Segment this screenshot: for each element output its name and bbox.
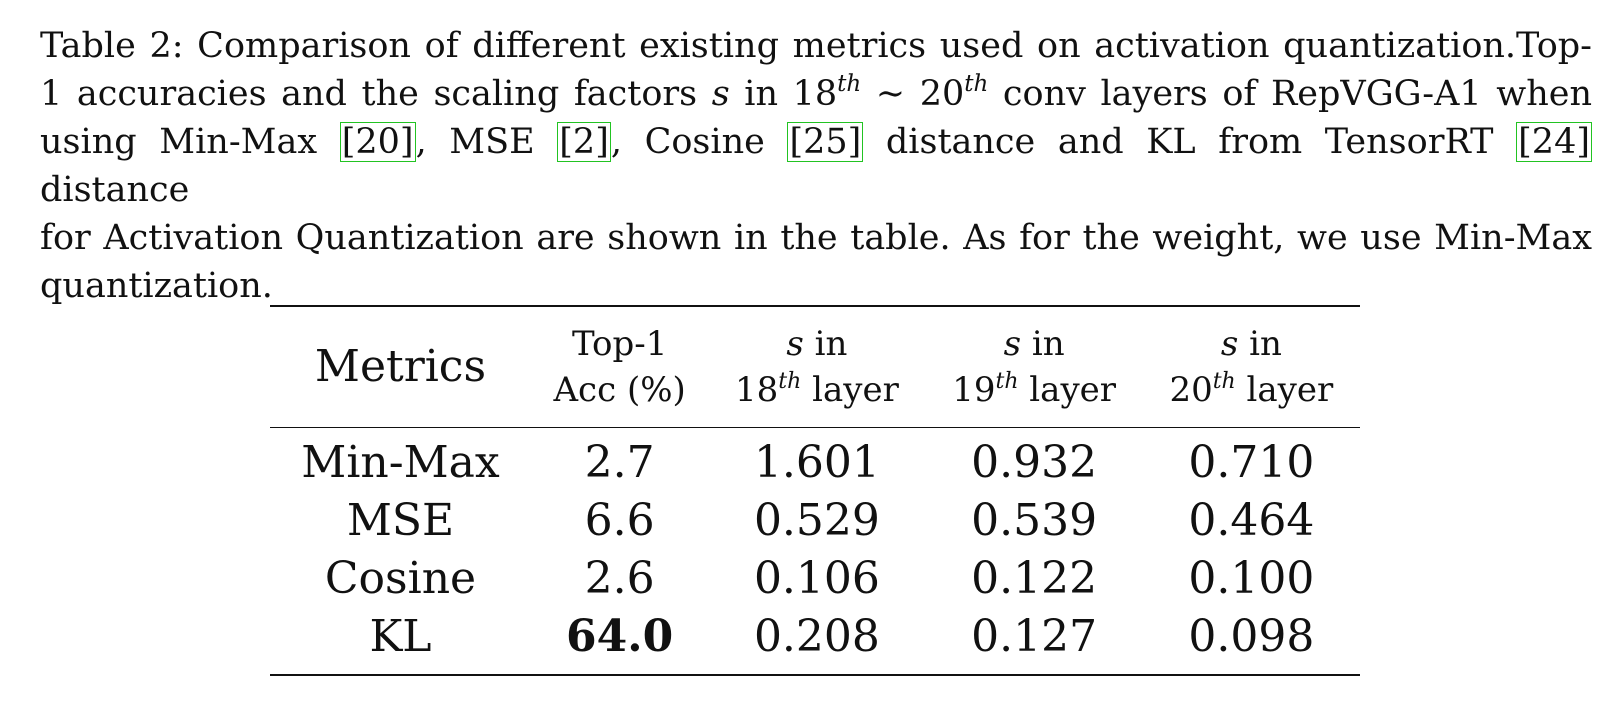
superscript-th: th bbox=[995, 369, 1019, 394]
caption-line-4: for Activation Quantization are shown in… bbox=[40, 218, 1592, 258]
caption-text: ∼ 20 bbox=[861, 74, 965, 114]
caption-text: using Min-Max bbox=[40, 122, 340, 162]
citation-link-mse[interactable]: [2] bbox=[557, 122, 611, 162]
cell-metric: Min-Max bbox=[301, 437, 500, 488]
table-caption: Table 2: Comparison of different existin… bbox=[40, 22, 1592, 310]
cell-metric: Cosine bbox=[324, 553, 477, 604]
header-s-19th-layer: s in 19th layer bbox=[926, 306, 1143, 428]
table-row: Min-Max 2.7 1.601 0.932 0.710 bbox=[270, 428, 1360, 493]
caption-line-2: 1 accuracies and the scaling factors s i… bbox=[40, 70, 1592, 118]
superscript-th: th bbox=[837, 71, 862, 97]
cell-s20: 0.710 bbox=[1188, 437, 1315, 488]
caption-text: distance bbox=[40, 170, 190, 210]
cell-s19: 0.122 bbox=[971, 553, 1098, 604]
caption-text: , MSE bbox=[415, 122, 558, 162]
cell-top1: 6.6 bbox=[584, 495, 655, 546]
math-s: s bbox=[786, 324, 804, 364]
caption-text: conv layers of RepVGG-A1 when bbox=[988, 74, 1592, 114]
cell-s18: 0.106 bbox=[753, 553, 880, 604]
header-metrics: Metrics bbox=[314, 341, 487, 392]
caption-text: 1 accuracies and the scaling factors bbox=[40, 74, 712, 114]
results-table: Metrics Top-1 Acc (%) s in 18th layer s … bbox=[270, 305, 1360, 676]
caption-text: distance and KL from TensorRT bbox=[863, 122, 1517, 162]
header-text: layer bbox=[1235, 370, 1334, 410]
caption-text: , Cosine bbox=[610, 122, 788, 162]
header-text: layer bbox=[801, 370, 899, 410]
superscript-th: th bbox=[964, 71, 989, 97]
cell-top1: 2.6 bbox=[584, 553, 655, 604]
table-header-row: Metrics Top-1 Acc (%) s in 18th layer s … bbox=[270, 306, 1360, 428]
math-s: s bbox=[1220, 324, 1239, 364]
header-text: 18 bbox=[735, 370, 779, 410]
cell-metric: MSE bbox=[346, 495, 455, 546]
superscript-th: th bbox=[1212, 369, 1236, 394]
cell-metric: KL bbox=[369, 611, 432, 662]
citation-link-cosine[interactable]: [25] bbox=[787, 122, 864, 162]
header-text: in bbox=[803, 324, 848, 364]
cell-s18: 0.208 bbox=[753, 611, 880, 662]
math-s: s bbox=[1003, 324, 1022, 364]
caption-line-3: using Min-Max [20], MSE [2], Cosine [25]… bbox=[40, 118, 1592, 214]
cell-s19: 0.932 bbox=[971, 437, 1098, 488]
header-text: Top-1 bbox=[571, 324, 668, 364]
results-table-wrapper: Metrics Top-1 Acc (%) s in 18th layer s … bbox=[270, 305, 1360, 676]
cell-s19: 0.539 bbox=[971, 495, 1098, 546]
header-text: in bbox=[1021, 324, 1065, 364]
cell-s20: 0.098 bbox=[1188, 611, 1315, 662]
cell-s18: 1.601 bbox=[753, 437, 880, 488]
caption-line-1: Table 2: Comparison of different existin… bbox=[40, 26, 1592, 66]
header-s-20th-layer: s in 20th layer bbox=[1143, 306, 1360, 428]
caption-text: in 18 bbox=[729, 74, 838, 114]
header-s-18th-layer: s in 18th layer bbox=[708, 306, 925, 428]
cell-s19: 0.127 bbox=[971, 611, 1098, 662]
header-top1-acc: Top-1 Acc (%) bbox=[531, 306, 708, 428]
cell-s20: 0.100 bbox=[1188, 553, 1315, 604]
header-text: 20 bbox=[1169, 370, 1213, 410]
table-row: MSE 6.6 0.529 0.539 0.464 bbox=[270, 492, 1360, 550]
header-text: Acc (%) bbox=[553, 370, 686, 410]
citation-link-minmax[interactable]: [20] bbox=[339, 122, 416, 162]
cell-s18: 0.529 bbox=[753, 495, 880, 546]
cell-top1-best: 64.0 bbox=[566, 611, 674, 662]
math-s: s bbox=[711, 74, 730, 114]
citation-link-tensorrt[interactable]: [24] bbox=[1516, 122, 1592, 162]
header-text: layer bbox=[1018, 370, 1117, 410]
header-text: 19 bbox=[952, 370, 996, 410]
table-row: KL 64.0 0.208 0.127 0.098 bbox=[270, 608, 1360, 675]
table-row: Cosine 2.6 0.106 0.122 0.100 bbox=[270, 550, 1360, 608]
caption-line-5: quantization. bbox=[40, 266, 273, 306]
cell-top1: 2.7 bbox=[584, 437, 655, 488]
header-text: in bbox=[1238, 324, 1282, 364]
cell-s20: 0.464 bbox=[1188, 495, 1315, 546]
superscript-th: th bbox=[778, 369, 802, 394]
